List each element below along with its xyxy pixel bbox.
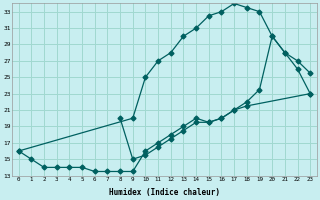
X-axis label: Humidex (Indice chaleur): Humidex (Indice chaleur) (109, 188, 220, 197)
